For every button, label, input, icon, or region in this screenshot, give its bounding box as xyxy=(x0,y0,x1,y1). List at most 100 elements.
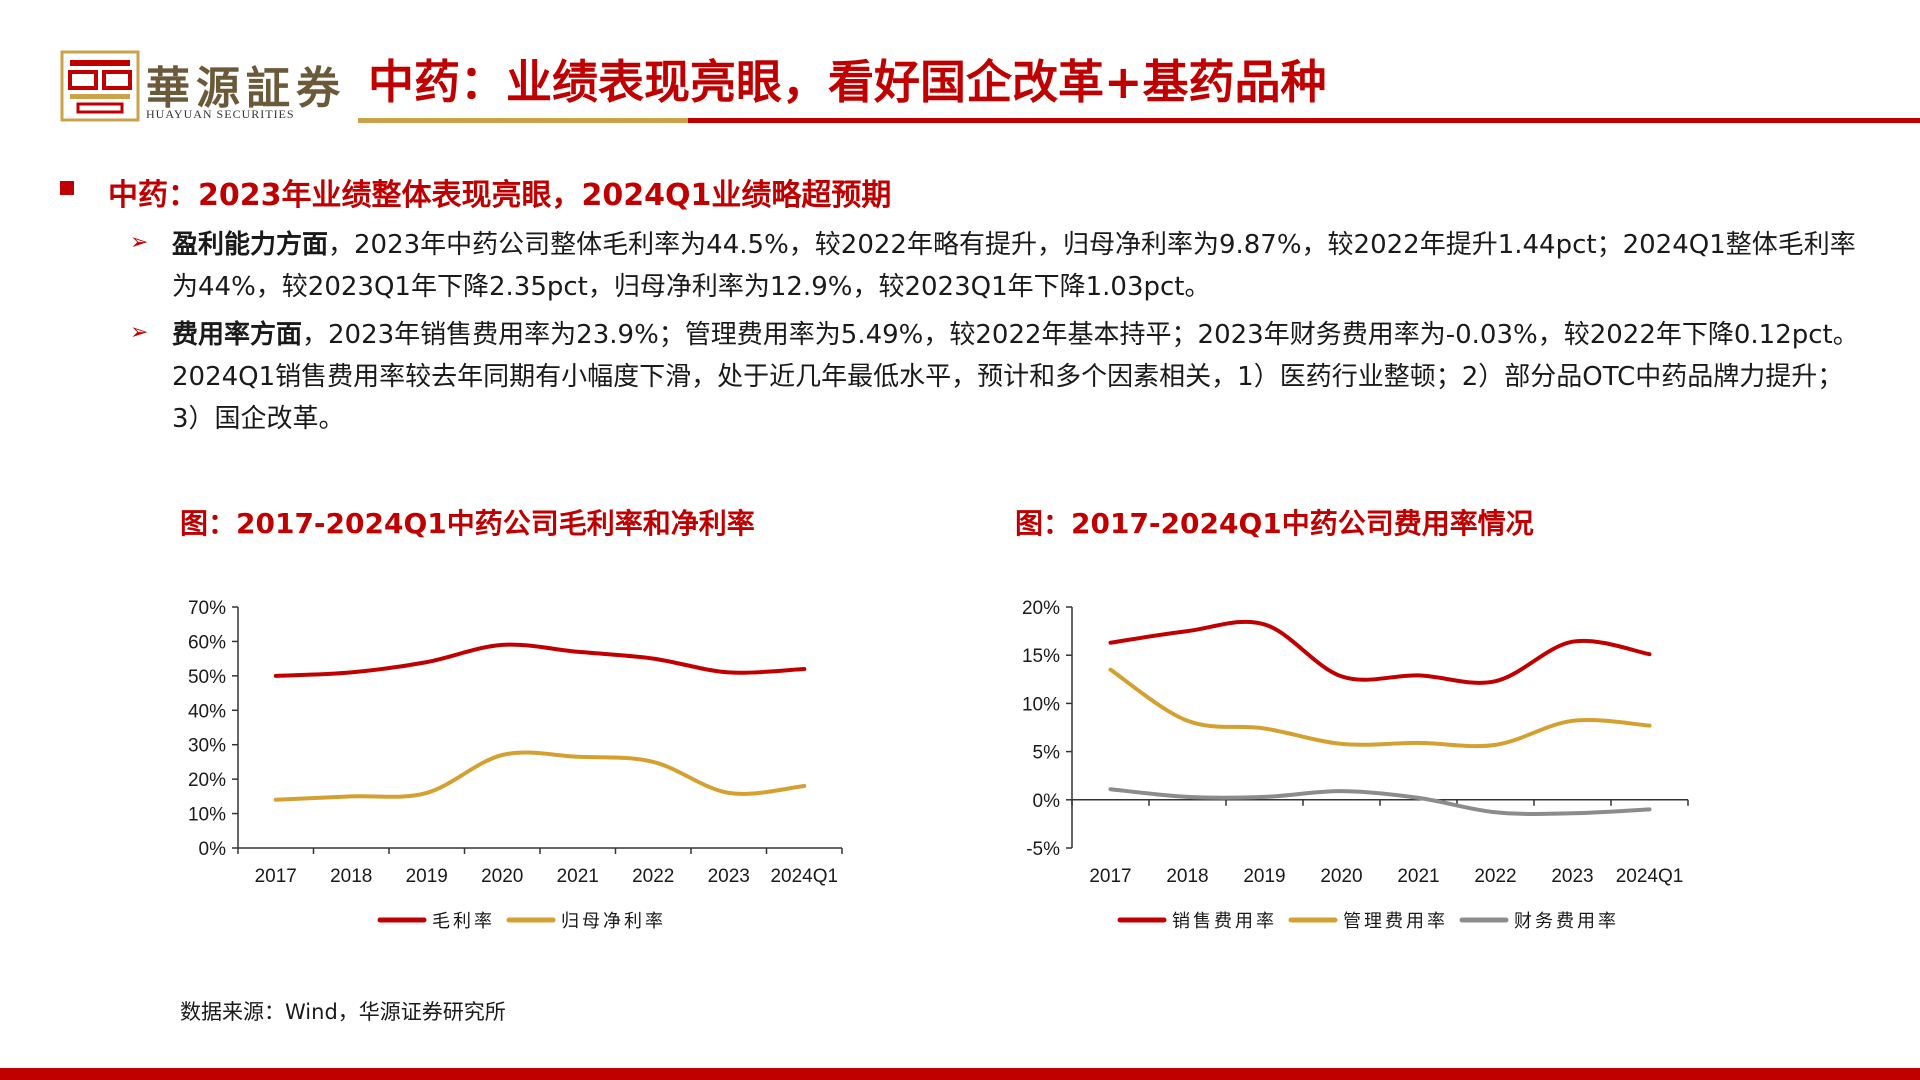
margin-line-chart: 0% 10% 20% 30% 40% 50% 60% 70% 2017 2018 2019 2020 2… xyxy=(188,598,843,932)
data-point xyxy=(426,661,428,663)
y-tick-label: 30% xyxy=(188,736,226,757)
brand-name-cn: 華源証券 xyxy=(146,63,346,114)
x-tick-label: 2019 xyxy=(1243,866,1285,887)
y-tick-label: 10% xyxy=(1022,694,1060,715)
y-tick-label: 10% xyxy=(188,805,226,826)
data-point xyxy=(1110,669,1111,671)
x-tick-label: 2021 xyxy=(1397,866,1439,887)
data-point xyxy=(1649,725,1650,727)
series-line xyxy=(1108,787,1652,816)
data-point xyxy=(1418,797,1419,799)
data-point xyxy=(577,756,579,758)
header-rule-red xyxy=(688,118,1920,123)
data-point xyxy=(1495,680,1496,682)
data-point xyxy=(1418,674,1419,676)
brand-name-en: HUAYUAN SECURITIES xyxy=(146,107,295,121)
data-point xyxy=(728,671,730,673)
huayuan-logo-icon xyxy=(60,50,140,122)
chart-title-margin: 图：2017-2024Q1中药公司毛利率和净利率 xyxy=(180,507,755,540)
page-title: 中药：业绩表现亮眼，看好国企改革+基药品种 xyxy=(368,55,1327,109)
data-point xyxy=(350,795,352,797)
x-tick-label: 2019 xyxy=(406,866,448,887)
x-tick-label: 2022 xyxy=(632,866,674,887)
x-tick-label: 2020 xyxy=(1320,866,1362,887)
data-point xyxy=(1264,796,1265,798)
data-point xyxy=(1495,811,1496,813)
data-point xyxy=(803,785,805,787)
data-point xyxy=(1572,641,1573,643)
x-tick-label: 2024Q1 xyxy=(1616,866,1684,887)
data-source-note: 数据来源：Wind，华源证券研究所 xyxy=(180,1000,506,1024)
data-point xyxy=(1110,642,1111,644)
profitability-text: ，2023年中药公司整体毛利率为44.5%，较2022年略有提升，归母净利率为9… xyxy=(172,230,1856,302)
y-tick-label: 0% xyxy=(1033,791,1061,812)
data-point xyxy=(728,792,730,794)
y-tick-label: 50% xyxy=(188,667,226,688)
data-point xyxy=(1187,720,1188,722)
y-tick-label: 20% xyxy=(188,770,226,791)
y-tick-label: 15% xyxy=(1022,646,1060,667)
series-line xyxy=(273,642,807,678)
data-point xyxy=(426,792,428,794)
data-point xyxy=(1341,675,1342,677)
data-point xyxy=(1418,742,1419,744)
data-point xyxy=(1341,743,1342,745)
y-tick-label: 5% xyxy=(1033,743,1061,764)
x-tick-label: 2020 xyxy=(481,866,523,887)
y-tick-label: 40% xyxy=(188,701,226,722)
data-point xyxy=(1649,653,1650,655)
data-point xyxy=(1572,720,1573,722)
profitability-paragraph: 盈利能力方面，2023年中药公司整体毛利率为44.5%，较2022年略有提升，归… xyxy=(172,224,1864,308)
series-line xyxy=(1108,619,1652,685)
x-tick-label: 2023 xyxy=(1551,866,1593,887)
x-tick-label: 2017 xyxy=(255,866,297,887)
footer-bar xyxy=(0,1068,1920,1080)
data-point xyxy=(1341,790,1342,792)
data-point xyxy=(652,761,654,763)
data-point xyxy=(350,671,352,673)
data-point xyxy=(1187,630,1188,632)
y-tick-label: -5% xyxy=(1026,839,1060,860)
series-line xyxy=(273,750,807,802)
x-tick-label: 2018 xyxy=(330,866,372,887)
data-point xyxy=(501,754,503,756)
data-point xyxy=(652,658,654,660)
data-point xyxy=(1264,727,1265,729)
arrow-bullet-icon: ➢ xyxy=(130,320,149,345)
y-tick-label: 70% xyxy=(188,598,226,619)
legend-label: 财务费用率 xyxy=(1514,911,1619,932)
data-point xyxy=(275,799,277,801)
chart-title-expense: 图：2017-2024Q1中药公司费用率情况 xyxy=(1015,507,1534,540)
data-point xyxy=(275,675,277,677)
legend-label: 归母净利率 xyxy=(561,911,666,932)
square-bullet-icon xyxy=(60,181,74,195)
expense-paragraph: 费用率方面，2023年销售费用率为23.9%；管理费用率为5.49%，较2022… xyxy=(172,314,1864,440)
data-point xyxy=(1264,623,1265,625)
expense-text: ，2023年销售费用率为23.9%；管理费用率为5.49%，较2022年基本持平… xyxy=(172,320,1859,434)
data-point xyxy=(1187,796,1188,798)
x-tick-label: 2017 xyxy=(1089,866,1131,887)
expense-lead: 费用率方面 xyxy=(172,320,303,350)
legend-label: 毛利率 xyxy=(432,911,495,932)
legend-label: 销售费用率 xyxy=(1172,911,1277,932)
y-tick-label: 0% xyxy=(199,839,227,860)
data-point xyxy=(501,644,503,646)
x-tick-label: 2023 xyxy=(708,866,750,887)
data-point xyxy=(803,668,805,670)
x-tick-label: 2022 xyxy=(1474,866,1516,887)
arrow-bullet-icon: ➢ xyxy=(130,230,149,255)
series-line xyxy=(1108,667,1652,749)
x-tick-label: 2021 xyxy=(557,866,599,887)
x-tick-label: 2018 xyxy=(1166,866,1208,887)
header-rule-gold xyxy=(358,118,688,123)
data-point xyxy=(1110,788,1111,790)
expense-line-chart: -5% 0% 5% 10% 15% 20% 2017 2018 2019 2020 2021 2022… xyxy=(1022,598,1689,932)
y-tick-label: 20% xyxy=(1022,598,1060,619)
data-point xyxy=(1649,808,1650,810)
legend-label: 管理费用率 xyxy=(1343,911,1448,932)
x-tick-label: 2024Q1 xyxy=(770,866,838,887)
y-tick-label: 60% xyxy=(188,632,226,653)
section-title: 中药：2023年业绩整体表现亮眼，2024Q1业绩略超预期 xyxy=(108,178,892,213)
data-point xyxy=(577,651,579,653)
data-point xyxy=(1495,744,1496,746)
